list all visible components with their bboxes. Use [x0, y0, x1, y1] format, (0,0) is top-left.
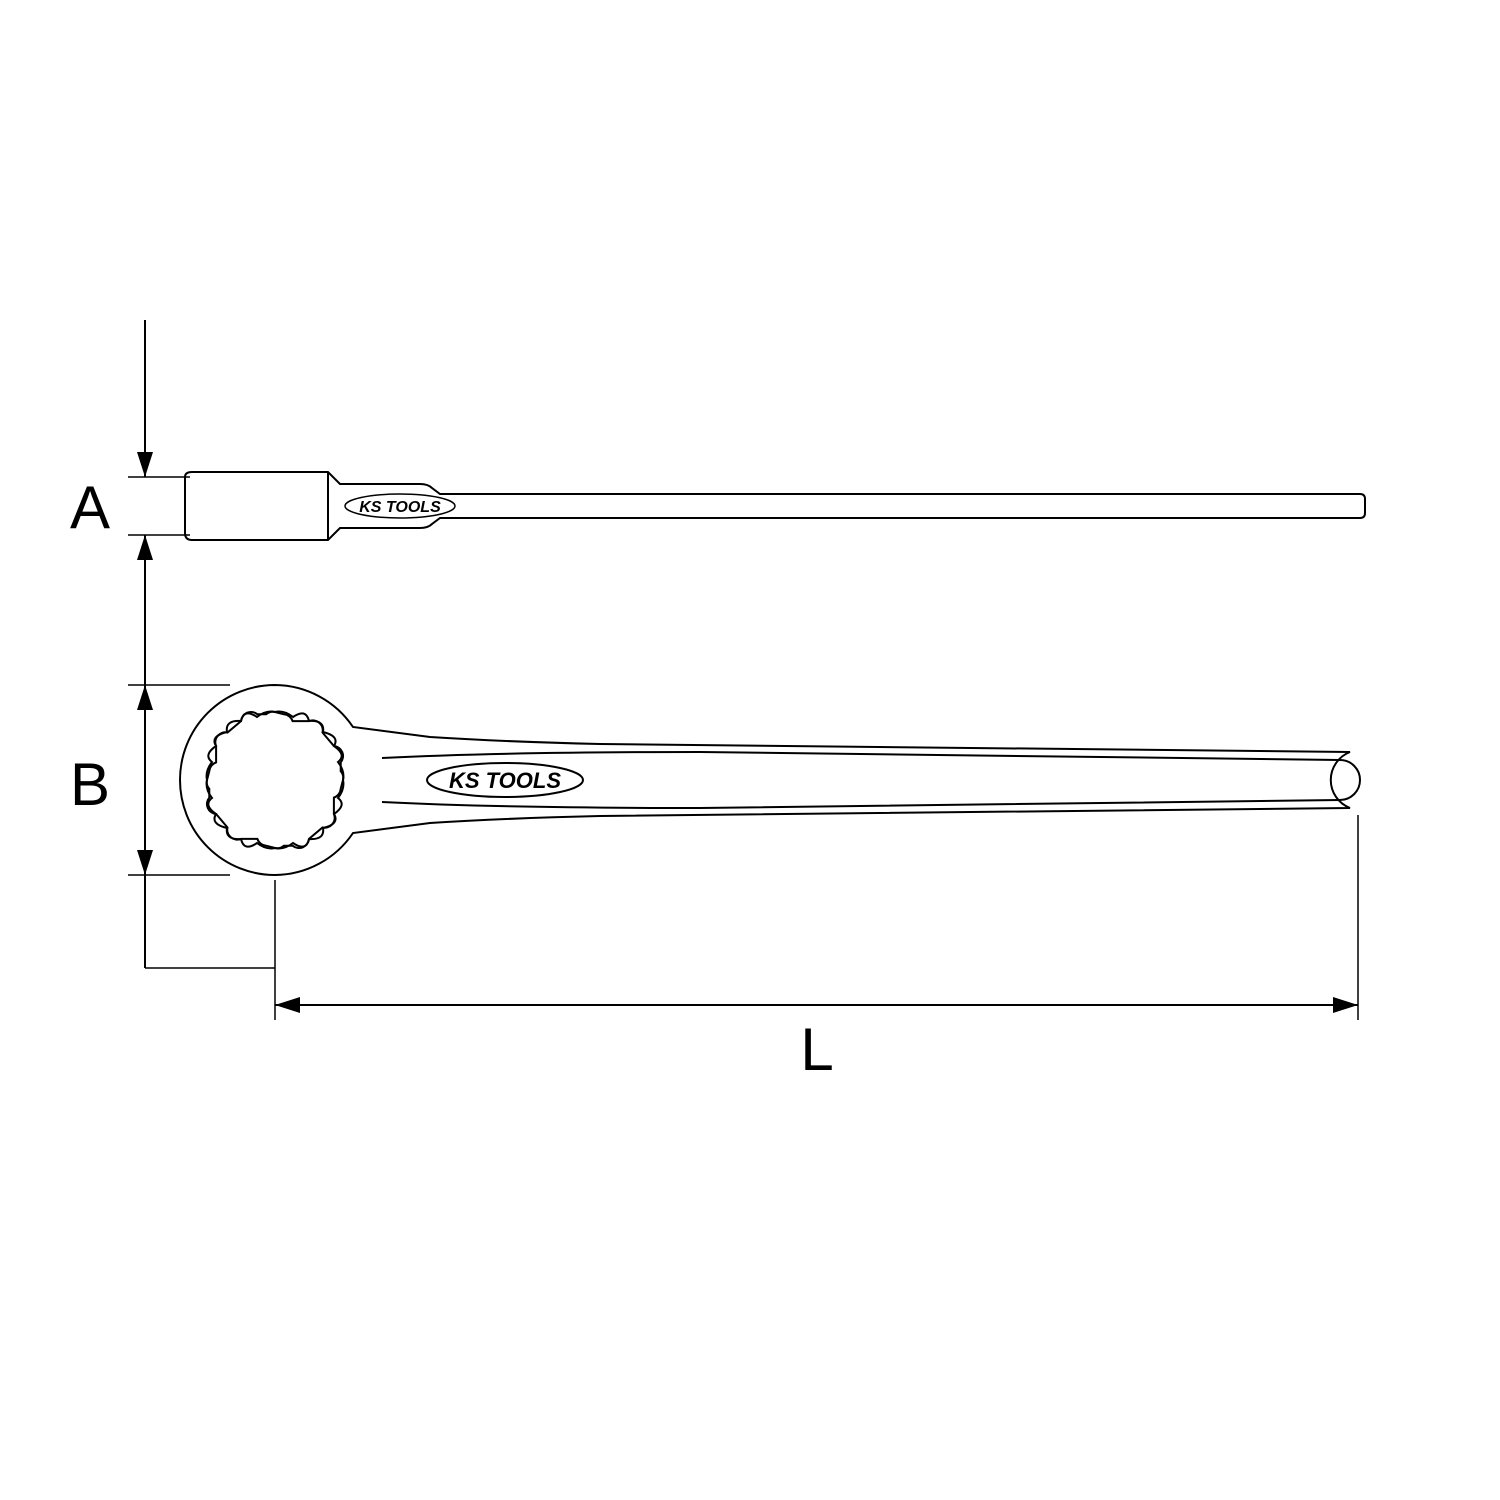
dimension-A: A: [70, 320, 190, 645]
dimension-B: B: [70, 620, 230, 968]
side-view: KS TOOLS: [185, 472, 1365, 540]
dimension-L: L: [145, 815, 1358, 1083]
technical-diagram: KS TOOLS A KS TOOLS: [0, 0, 1500, 1500]
label-B: B: [70, 751, 110, 818]
brand-label-side: KS TOOLS: [359, 499, 441, 516]
brand-label-top: KS TOOLS: [449, 768, 561, 793]
label-A: A: [70, 474, 110, 541]
label-L: L: [800, 1016, 833, 1083]
top-view: KS TOOLS: [180, 685, 1360, 875]
